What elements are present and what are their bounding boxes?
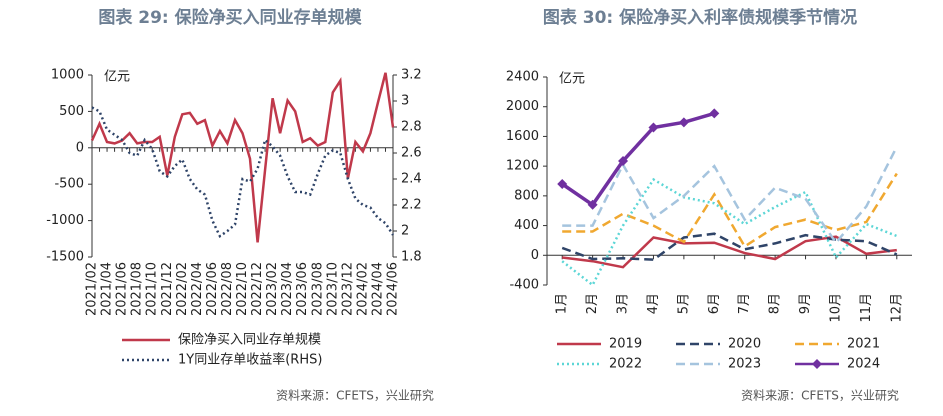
x-tick-label: 2021/04 [100,262,115,316]
y2-tick-label: 2.8 [401,120,422,135]
x-tick-label: 2021/08 [130,262,145,316]
x-tick-label: 2023/06 [295,262,310,316]
y2-tick-label: 2.2 [401,198,422,213]
series-marker [709,108,720,119]
x-tick-label: 2022/10 [235,262,250,316]
x-tick-label: 11月 [859,293,874,323]
legend-label: 2022 [609,357,642,372]
series-marker [648,122,659,133]
series-marker [557,178,568,189]
y-tick-label: 800 [514,188,539,203]
y-tick-label: 500 [59,104,84,119]
x-tick-label: 2022/08 [220,262,235,316]
legend-label: 保险净买入同业存单规模 [178,333,321,348]
source: 资料来源：CFETS，兴业研究 [276,388,434,403]
series-line [561,111,715,208]
legend-label: 2023 [728,357,761,372]
y2-tick-label: 3 [401,94,409,109]
legend-label: 2020 [728,337,761,352]
chart-title: 图表 29: 保险净买入同业存单规模 [98,7,362,28]
x-tick-label: 2022/02 [175,262,190,316]
series-marker [618,155,629,166]
y-tick-label: 1200 [506,159,539,174]
x-tick-label: 2023/02 [265,262,280,316]
x-tick-label: 2022/06 [205,262,220,316]
y-axis-unit: 亿元 [104,70,130,85]
y-tick-label: 2400 [506,70,539,85]
series-line [561,177,898,287]
x-tick-label: 2023/08 [310,262,325,316]
x-tick-label: 2021/10 [145,262,160,316]
x-tick-label: 2024/06 [386,262,401,316]
legend-label: 2024 [847,357,880,372]
y2-tick-label: 3.2 [401,68,422,83]
y-axis-unit: 亿元 [559,72,585,87]
x-tick-label: 2022/04 [190,262,205,316]
y2-tick-label: 2 [401,224,409,239]
y-tick-label: -1500 [46,250,84,265]
series-line [90,72,395,243]
x-tick-label: 12月 [889,293,904,323]
x-tick-label: 2021/12 [160,262,175,316]
x-tick-label: 1月 [555,293,570,314]
x-tick-label: 2024/04 [370,262,385,316]
y2-tick-label: 1.8 [401,250,422,265]
legend-label: 1Y同业存单收益率(RHS) [178,352,322,368]
x-tick-label: 2024/02 [355,262,370,316]
y-tick-label: -500 [54,177,84,192]
legend-label: 2021 [847,337,880,352]
chart-title: 图表 30: 保险净买入利率债规模季节情况 [543,7,857,28]
source: 资料来源：CFETS，兴业研究 [741,388,899,403]
series-line [562,172,898,249]
x-tick-label: 5月 [676,293,691,314]
y-tick-label: -1000 [46,213,84,228]
x-tick-label: 2023/12 [340,262,355,316]
x-tick-label: 2021/02 [85,262,100,316]
x-tick-label: 10月 [828,293,843,323]
x-tick-label: 7月 [737,293,752,314]
series-line [561,232,898,261]
y-tick-label: 1600 [506,129,539,144]
series-marker [678,117,689,128]
y-tick-label: 2000 [506,99,539,114]
y-tick-label: 400 [514,218,539,233]
x-tick-label: 4月 [646,293,661,314]
y2-tick-label: 2.6 [401,146,422,161]
x-tick-label: 2023/04 [280,262,295,316]
legend-label: 2019 [609,337,642,352]
series-line [562,146,898,245]
y-tick-label: -400 [509,278,539,293]
x-tick-label: 3月 [616,293,631,314]
x-tick-label: 2021/06 [115,262,130,316]
x-tick-label: 8月 [768,293,783,314]
x-tick-label: 2023/10 [325,262,340,316]
x-tick-label: 2022/12 [250,262,265,316]
x-tick-label: 9月 [798,293,813,314]
legend-marker [812,359,822,369]
series-marker [587,199,598,210]
y2-tick-label: 2.4 [401,172,422,187]
x-tick-label: 2月 [585,293,600,314]
series-line [91,106,395,239]
y-tick-label: 0 [76,140,84,155]
x-tick-label: 6月 [707,293,722,314]
y-tick-label: 1000 [51,68,84,83]
y-tick-label: 0 [531,248,539,263]
